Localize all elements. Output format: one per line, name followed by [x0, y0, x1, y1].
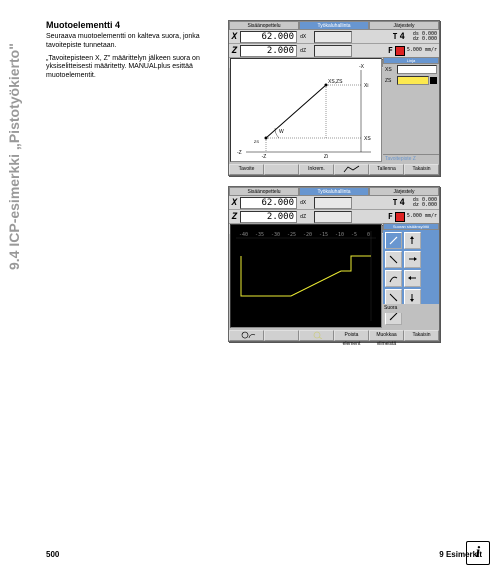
line-ne-icon[interactable] — [385, 232, 402, 249]
f-indicator — [395, 46, 405, 56]
t-label: T — [393, 32, 398, 41]
svg-text:XS,ZS: XS,ZS — [328, 79, 343, 85]
x-label: X — [229, 32, 240, 42]
z-label: Z — [229, 46, 240, 56]
zs-input[interactable] — [397, 76, 429, 85]
svg-text:-Z: -Z — [237, 150, 242, 156]
sidebar-title: 9.4 ICP-esimerkki „Pistotyökierto" — [6, 43, 22, 270]
line-left-icon[interactable] — [404, 270, 421, 287]
svg-text:ZS: ZS — [254, 139, 259, 144]
svg-text:-20: -20 — [303, 232, 312, 238]
tab1[interactable]: Sisäänopettelu — [229, 21, 299, 30]
bb2-5[interactable]: Muokkaa viimeistä — [369, 330, 404, 341]
tab3[interactable]: Järjestely — [369, 21, 439, 30]
page-number: 500 — [46, 550, 59, 559]
z-val: 2.000 — [240, 45, 297, 57]
bottom-bar-1: Tavoite Inkrem. Tallenna Takaisin — [229, 164, 439, 175]
svg-text:-5: -5 — [351, 232, 357, 238]
dx: dX — [300, 34, 312, 40]
geometry-diagram: -Z -X W -Z Zi XS Xi XS,ZS ZS — [230, 58, 382, 162]
bb1-4[interactable] — [334, 164, 369, 175]
line-nw-icon[interactable] — [385, 251, 402, 268]
bb2-4[interactable]: Poista element — [334, 330, 369, 341]
x-val: 62.000 — [240, 31, 297, 43]
line-right-icon[interactable] — [404, 251, 421, 268]
bb2-6[interactable]: Takaisin — [404, 330, 439, 341]
arc-icon[interactable] — [385, 270, 402, 287]
screenshot-1: Sisäänopettelu Työkaluhallinta Järjestel… — [228, 20, 440, 176]
svg-text:Zi: Zi — [324, 154, 328, 160]
line-up-icon[interactable] — [404, 232, 421, 249]
side-panel-2: Suoran sisäänsyöttö Suora — [383, 223, 439, 329]
svg-text:0: 0 — [367, 232, 370, 238]
dx-field — [314, 31, 352, 43]
tab2[interactable]: Työkaluhallinta — [299, 21, 369, 30]
svg-text:-15: -15 — [319, 232, 328, 238]
side-panel-1: Linja XS ZS Tavoitepiste Z — [383, 57, 439, 163]
bb2-1[interactable] — [229, 330, 264, 341]
para1: Seuraava muotoelementti on kalteva suora… — [46, 33, 221, 51]
svg-text:-X: -X — [359, 64, 365, 70]
svg-text:-25: -25 — [287, 232, 296, 238]
svg-text:XS: XS — [364, 136, 371, 142]
profile-chart: -40 -35 -30 -25 -20 -15 -10 -5 0 — [230, 224, 382, 328]
svg-text:-Z: -Z — [262, 154, 267, 160]
bb2-3[interactable] — [299, 330, 334, 341]
para2: „Tavoitepisteen X, Z" määrittelyn jälkee… — [46, 55, 221, 81]
bb1-3[interactable]: Inkrem. — [299, 164, 334, 175]
svg-text:-10: -10 — [335, 232, 344, 238]
xs-input[interactable] — [397, 65, 437, 74]
svg-text:-40: -40 — [239, 232, 248, 238]
screenshot-2: Sisäänopettelu Työkaluhallinta Järjestel… — [228, 186, 440, 342]
bb2-2[interactable] — [264, 330, 299, 341]
svg-text:Xi: Xi — [364, 83, 368, 89]
bottom-bar-2: Poista element Muokkaa viimeistä Takaisi… — [229, 330, 439, 341]
svg-text:W: W — [279, 129, 284, 135]
bb1-6[interactable]: Takaisin — [404, 164, 439, 175]
bb1-1[interactable]: Tavoite — [229, 164, 264, 175]
bb1-5[interactable]: Tallenna — [369, 164, 404, 175]
svg-text:-35: -35 — [255, 232, 264, 238]
info-icon: i — [466, 541, 490, 565]
svg-text:-30: -30 — [271, 232, 280, 238]
t-val: 4 — [399, 32, 404, 42]
bb1-2[interactable] — [264, 164, 299, 175]
